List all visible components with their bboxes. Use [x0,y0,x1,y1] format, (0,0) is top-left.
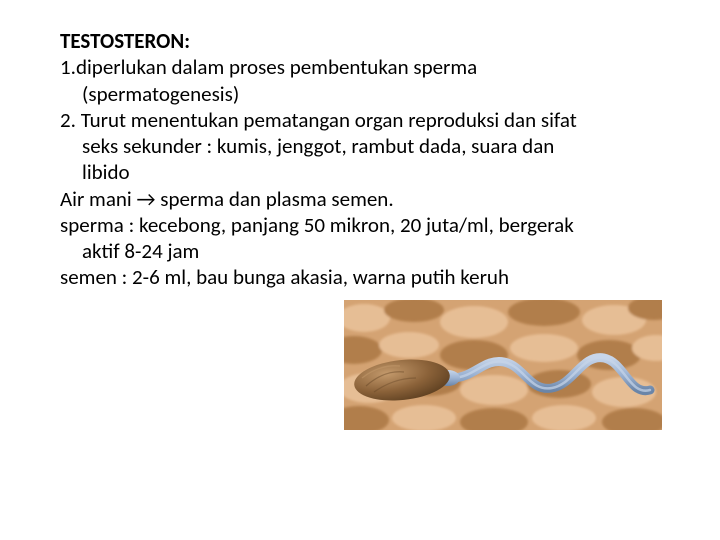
line-3: Air mani → sperma dan plasma semen. [60,186,660,212]
line-4b: aktif 8-24 jam [60,238,660,264]
line-2: 2. Turut menentukan pematangan organ rep… [60,107,660,133]
line-1b: (spermatogenesis) [60,81,660,107]
line-1: 1.diperlukan dalam proses pembentukan sp… [60,54,660,80]
line-2b: seks sekunder : kumis, jenggot, rambut d… [60,133,660,159]
line-2c: libido [60,159,660,185]
heading-testosteron: TESTOSTERON: [60,28,660,54]
sperm-illustration [344,300,662,430]
line-5: semen : 2-6 ml, bau bunga akasia, warna … [60,264,660,290]
sperm-illustration-svg [344,300,662,430]
slide-text-block: TESTOSTERON: 1.diperlukan dalam proses p… [0,0,720,291]
line-4: sperma : kecebong, panjang 50 mikron, 20… [60,212,660,238]
